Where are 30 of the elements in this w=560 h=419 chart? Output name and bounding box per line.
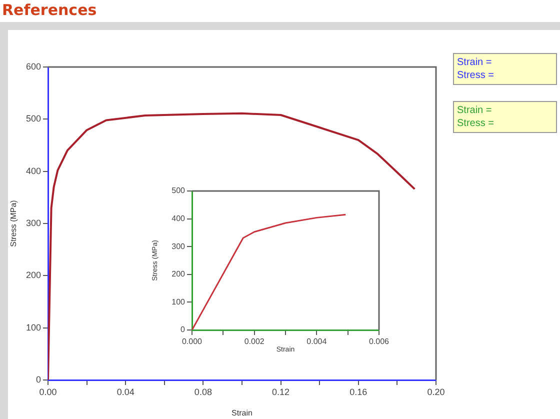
text: Strain =	[457, 104, 493, 117]
y-tick-label: 100	[172, 297, 186, 306]
x-tick-label: 0.00	[39, 386, 57, 397]
x-tick-label: 0.04	[116, 386, 134, 397]
y-tick-label: 400	[26, 166, 41, 176]
x-tick-label: 0.006	[368, 337, 390, 346]
y-tick-label: 300	[172, 242, 186, 251]
y-tick-label: 200	[26, 270, 41, 280]
y-axis-title: Stress (MPa)	[9, 200, 18, 247]
y-tick-label: 200	[172, 270, 186, 279]
y-tick-label: 400	[172, 214, 186, 224]
x-tick-label: 0.16	[350, 386, 368, 397]
x-tick-label: 0.000	[182, 337, 203, 346]
text: Stress =	[457, 117, 495, 130]
y-tick-label: 100	[26, 322, 41, 332]
x-tick-label: 0.12	[272, 386, 290, 397]
y-tick-label: 500	[172, 186, 186, 196]
y-tick-label: 0	[36, 374, 41, 384]
x-axis-title: Strain	[232, 408, 252, 418]
x-tick-label: 0.08	[194, 386, 212, 397]
y-tick-label: 600	[26, 61, 41, 72]
text: Stress =	[457, 69, 495, 82]
y-tick-label: 500	[26, 114, 41, 124]
x-tick-label: 0.20	[427, 386, 445, 397]
y-tick-label: 300	[26, 218, 41, 228]
y-tick-label: 0	[180, 325, 186, 334]
x-tick-label: 0.002	[244, 337, 265, 346]
chart-title: References	[1, 0, 98, 20]
x-tick-label: 0.004	[306, 337, 328, 346]
text: Strain =	[457, 56, 493, 69]
